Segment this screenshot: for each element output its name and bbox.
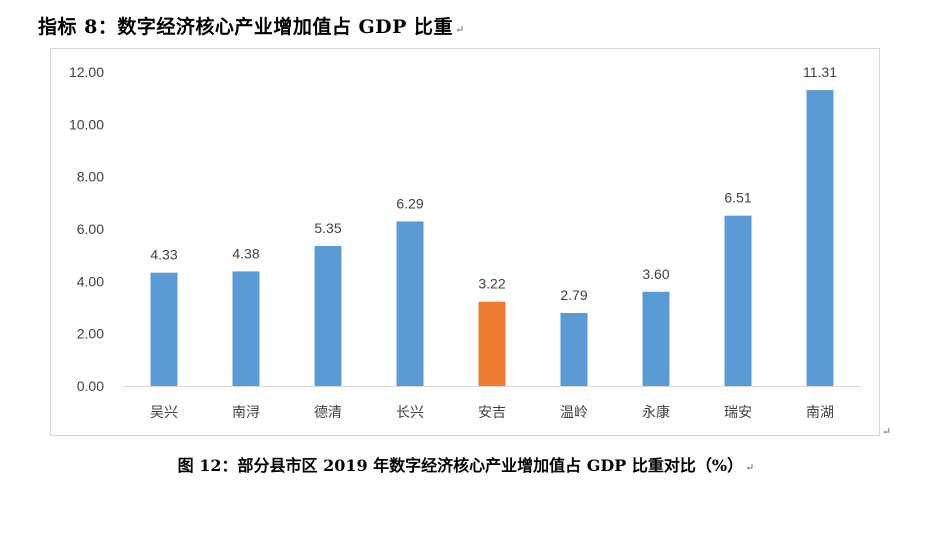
bar-安吉 — [478, 301, 506, 386]
bar-瑞安 — [724, 215, 752, 386]
x-tick-label: 瑞安 — [724, 404, 752, 420]
bar-德清 — [314, 246, 342, 386]
bar-chart: 0.00 2.00 4.00 6.00 8.00 10.00 12.00 4.33 吴兴 4.38… — [69, 64, 861, 420]
y-tick-label: 6.00 — [77, 221, 104, 237]
bar-南浔 — [232, 271, 260, 386]
y-tick-label: 2.00 — [77, 326, 104, 342]
x-tick-label: 温岭 — [560, 404, 588, 420]
data-label: 3.22 — [478, 276, 505, 292]
data-label: 2.79 — [560, 287, 587, 303]
data-label: 5.35 — [314, 220, 341, 236]
y-tick-label: 10.00 — [69, 116, 104, 132]
y-tick-label: 12.00 — [69, 64, 104, 80]
data-label: 6.29 — [396, 195, 423, 211]
data-label: 4.38 — [232, 245, 259, 261]
chart-frame: 0.00 2.00 4.00 6.00 8.00 10.00 12.00 4.33 吴兴 4.38… — [50, 48, 880, 436]
figure-caption-text: 图 12：部分县市区 2019 年数字经济核心产业增加值占 GDP 比重对比（%… — [177, 456, 744, 475]
x-tick-label: 长兴 — [396, 404, 424, 420]
bar-永康 — [642, 291, 670, 386]
paragraph-mark-icon: ↵ — [745, 461, 755, 474]
x-tick-label: 安吉 — [478, 404, 506, 420]
paragraph-mark-icon: ↵ — [882, 425, 892, 438]
data-label: 11.31 — [803, 64, 837, 80]
paragraph-mark-icon: ↵ — [455, 23, 465, 36]
figure-caption: 图 12：部分县市区 2019 年数字经济核心产业增加值占 GDP 比重对比（%… — [0, 452, 932, 476]
x-tick-label: 德清 — [314, 404, 342, 420]
x-tick-label: 南湖 — [806, 404, 834, 420]
data-label: 4.33 — [150, 247, 177, 263]
page-title-text: 指标 8：数字经济核心产业增加值占 GDP 比重 — [38, 16, 454, 38]
page-title: 指标 8：数字经济核心产业增加值占 GDP 比重 ↵ — [38, 12, 465, 39]
bar-南湖 — [806, 90, 834, 387]
bar-吴兴 — [150, 272, 178, 386]
x-tick-label: 吴兴 — [150, 404, 178, 420]
bar-长兴 — [396, 221, 424, 386]
y-tick-label: 8.00 — [77, 169, 104, 185]
y-tick-label: 0.00 — [77, 378, 104, 394]
data-label: 3.60 — [642, 266, 669, 282]
bar-温岭 — [560, 312, 588, 386]
y-tick-label: 4.00 — [77, 273, 104, 289]
x-tick-label: 永康 — [642, 404, 670, 420]
data-label: 6.51 — [724, 190, 751, 206]
x-tick-label: 南浔 — [232, 404, 260, 420]
